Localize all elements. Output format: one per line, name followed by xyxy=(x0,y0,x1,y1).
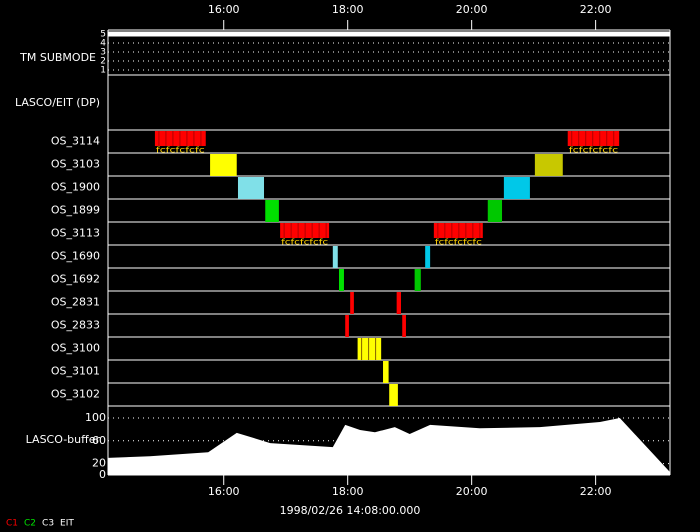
y-tick-label: 4 xyxy=(100,39,106,49)
y-tick-label: 3 xyxy=(100,48,106,58)
row-label: OS_3113 xyxy=(51,227,100,240)
block xyxy=(383,361,389,383)
block xyxy=(402,315,406,337)
row-label: LASCO-buffer xyxy=(26,433,101,446)
row-label: OS_1690 xyxy=(51,250,100,263)
block xyxy=(433,223,483,238)
block xyxy=(339,269,344,291)
block xyxy=(425,246,431,268)
block-label: fcfcfcfcfc xyxy=(281,238,328,247)
x-tick-label-bottom: 18:00 xyxy=(332,485,364,498)
block xyxy=(350,292,354,314)
block xyxy=(332,246,338,268)
x-tick-label-bottom: 20:00 xyxy=(456,485,488,498)
x-tick-label-bottom: 22:00 xyxy=(580,485,612,498)
y-tick-label: 2 xyxy=(100,57,106,67)
x-tick-label-top: 16:00 xyxy=(208,3,240,16)
row-label: OS_1900 xyxy=(51,181,100,194)
block xyxy=(414,269,421,291)
row-label: OS_2833 xyxy=(51,319,100,332)
x-axis-label: 1998/02/26 14:08:00.000 xyxy=(280,504,421,517)
block xyxy=(487,200,503,222)
y-tick-label: 20 xyxy=(92,457,106,470)
legend-entry: EIT xyxy=(60,519,74,529)
block-label: fcfcfcfcfc xyxy=(156,146,205,155)
row-label: OS_3114 xyxy=(51,135,100,148)
x-tick-label-top: 22:00 xyxy=(580,3,612,16)
y-tick-label: 60 xyxy=(92,434,106,447)
y-tick-label: 5 xyxy=(100,30,106,40)
block xyxy=(237,177,265,199)
row-label: OS_2831 xyxy=(51,296,100,309)
block xyxy=(389,384,398,406)
row-label: OS_3103 xyxy=(51,158,100,171)
buffer-area xyxy=(108,418,670,475)
row-label: LASCO/EIT (DP) xyxy=(15,96,100,109)
y-tick-label: 100 xyxy=(85,411,106,424)
row-label: OS_1899 xyxy=(51,204,100,217)
row-label: OS_1692 xyxy=(51,273,100,286)
block xyxy=(210,154,237,176)
row-label: OS_3102 xyxy=(51,388,100,401)
block xyxy=(396,292,401,314)
block xyxy=(280,223,330,238)
y-tick-label: 0 xyxy=(99,468,106,481)
x-tick-label-bottom: 16:00 xyxy=(208,485,240,498)
block xyxy=(265,200,279,222)
row-label: OS_3101 xyxy=(51,365,100,378)
block-label: fcfcfcfcfc xyxy=(569,146,618,155)
legend-entry: C1 xyxy=(6,519,18,529)
block xyxy=(567,131,620,146)
block xyxy=(534,154,563,176)
row-label: OS_3100 xyxy=(51,342,100,355)
row-label: TM SUBMODE xyxy=(19,51,96,64)
legend-entry: C3 xyxy=(42,519,54,529)
x-tick-label-top: 20:00 xyxy=(456,3,488,16)
block xyxy=(503,177,530,199)
x-tick-label-top: 18:00 xyxy=(332,3,364,16)
block-label: fcfcfcfcfc xyxy=(435,238,482,247)
y-tick-label: 1 xyxy=(100,66,106,76)
legend-entry: C2 xyxy=(24,519,36,529)
block xyxy=(345,315,349,337)
